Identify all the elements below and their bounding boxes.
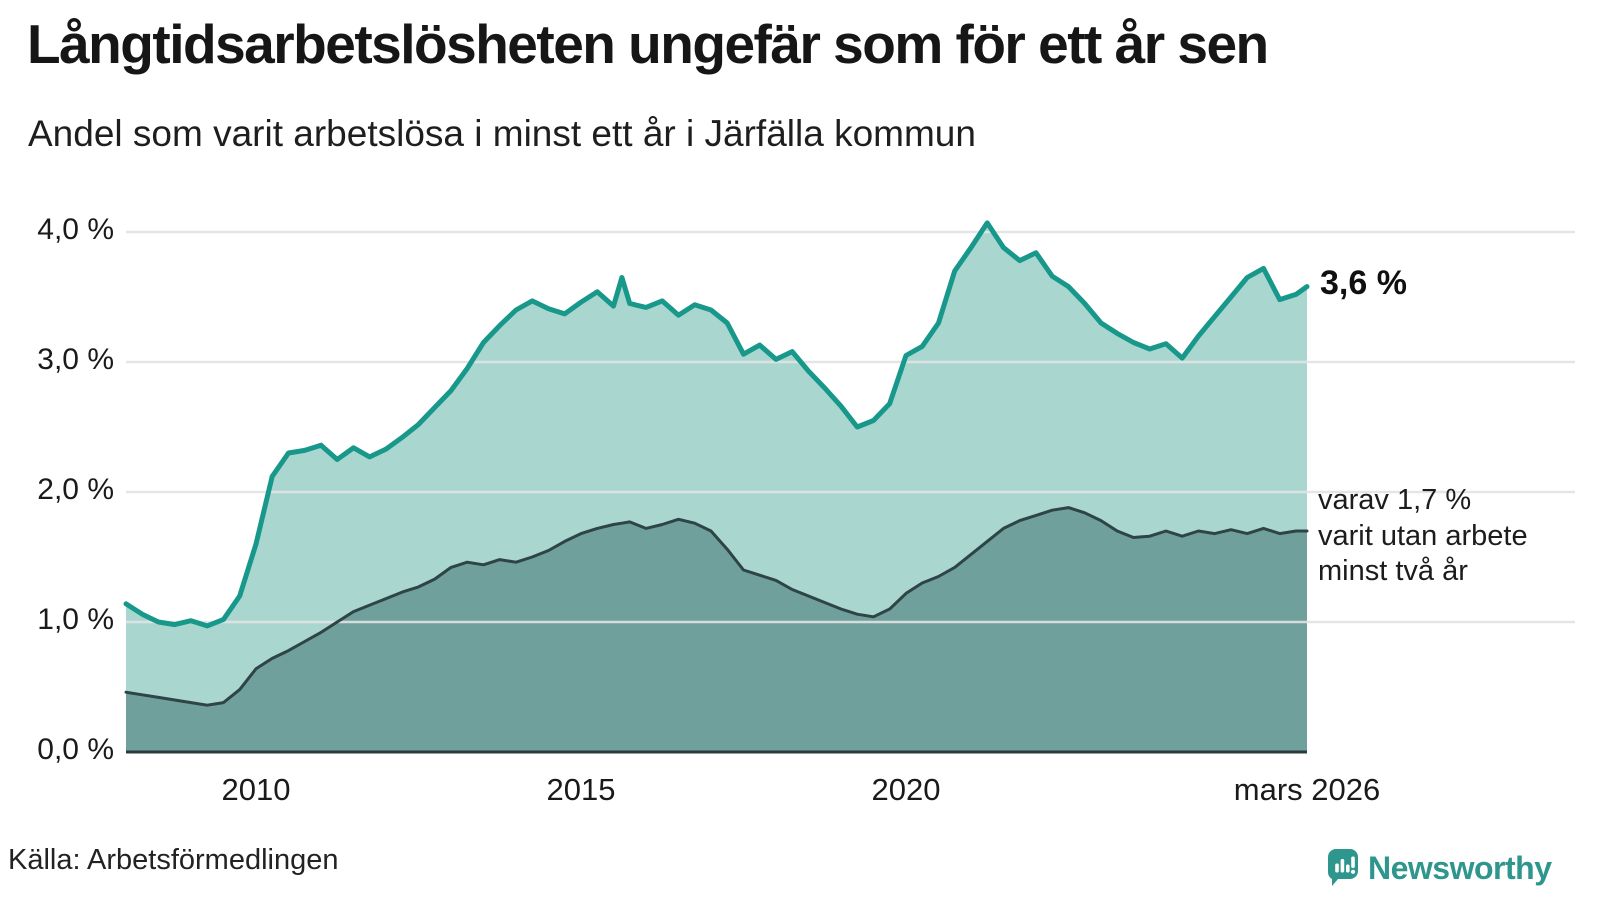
page-title: Långtidsarbetslösheten ungefär som för e… [27, 13, 1269, 75]
y-axis-label: 4,0 % [37, 213, 114, 246]
area-very-long-term [126, 507, 1307, 752]
page-subtitle: Andel som varit arbetslösa i minst ett å… [28, 113, 976, 154]
newsworthy-brand-text: Newsworthy [1368, 849, 1552, 886]
secondary-series-annotation: varav 1,7 % varit utan arbete minst två … [1318, 483, 1528, 590]
x-axis-label: mars 2026 [1233, 772, 1381, 807]
line-long-term [123, 220, 1310, 629]
y-axis-label: 0,0 % [37, 733, 114, 766]
secondary-annotation-line-2: varit utan arbete [1318, 519, 1528, 552]
x-axis-label: 2020 [871, 772, 941, 807]
latest-value-annotation: 3,6 % [1320, 264, 1407, 302]
x-axis-label: 2015 [546, 772, 616, 807]
newsworthy-brand: Newsworthy [1328, 840, 1552, 896]
y-axis-label: 3,0 % [37, 343, 114, 376]
line-very-long-term [124, 506, 1309, 707]
secondary-annotation-line-1: varav 1,7 % [1318, 484, 1472, 516]
newsworthy-logo-icon [1328, 849, 1358, 886]
x-axis-label: 2010 [221, 772, 291, 807]
y-axis-label: 1,0 % [37, 603, 114, 636]
source-credit: Källa: Arbetsförmedlingen [8, 844, 339, 876]
secondary-annotation-line-3: minst två år [1318, 555, 1468, 587]
y-axis-label: 2,0 % [37, 473, 114, 506]
